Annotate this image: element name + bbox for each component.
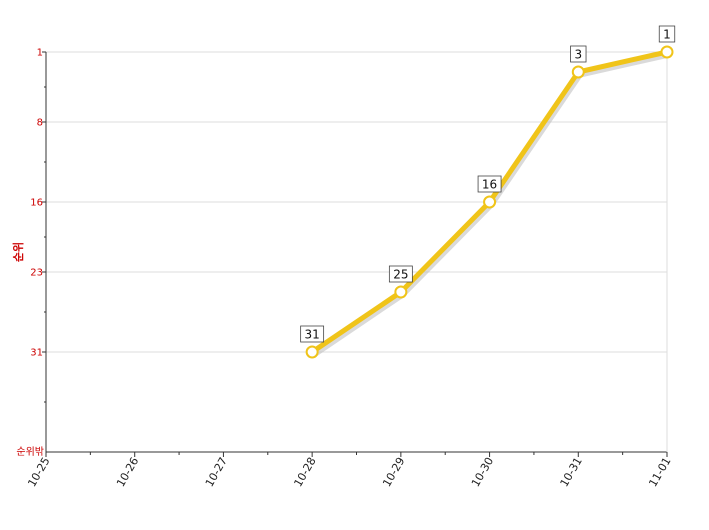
y-ticks: 1 8 16 23 31 [30, 48, 46, 403]
data-label: 3 [574, 48, 582, 62]
data-label: 25 [393, 268, 408, 282]
y-tick-label: 23 [30, 268, 43, 279]
data-point [394, 285, 408, 299]
x-tick-label: 10-27 [203, 455, 230, 489]
x-tick-label: 10-29 [380, 455, 407, 489]
data-point [660, 45, 674, 59]
x-tick-label: 10-26 [114, 455, 141, 489]
x-tick-label: 10-31 [558, 455, 585, 489]
x-ticks: 10-25 10-26 10-27 10-28 10-29 10-30 10-31 11-01 [25, 452, 674, 489]
y-axis-bottom-label: 순위밖 [16, 445, 44, 458]
data-label-box [300, 325, 325, 343]
axes [45, 52, 668, 453]
data-label: 31 [305, 328, 320, 342]
data-point [305, 345, 319, 359]
x-tick-label: 10-28 [291, 455, 318, 489]
grid-lines [46, 51, 667, 353]
y-tick-label: 1 [37, 48, 43, 59]
y-tick-label: 31 [30, 348, 43, 359]
x-tick-label: 10-25 [25, 455, 52, 489]
y-axis-label: 순위 [12, 242, 25, 262]
data-label-box [570, 45, 587, 63]
x-tick-label: 10-30 [469, 455, 496, 489]
data-point [483, 195, 497, 209]
y-tick-label: 8 [37, 118, 43, 129]
y-tick-label: 16 [30, 198, 43, 209]
data-point [571, 65, 585, 79]
data-label-box [388, 265, 413, 283]
data-label: 1 [663, 28, 671, 42]
data-label: 16 [482, 178, 497, 192]
data-label-box [658, 25, 676, 43]
data-label-box [477, 175, 502, 193]
x-tick-label: 11-01 [646, 455, 673, 489]
